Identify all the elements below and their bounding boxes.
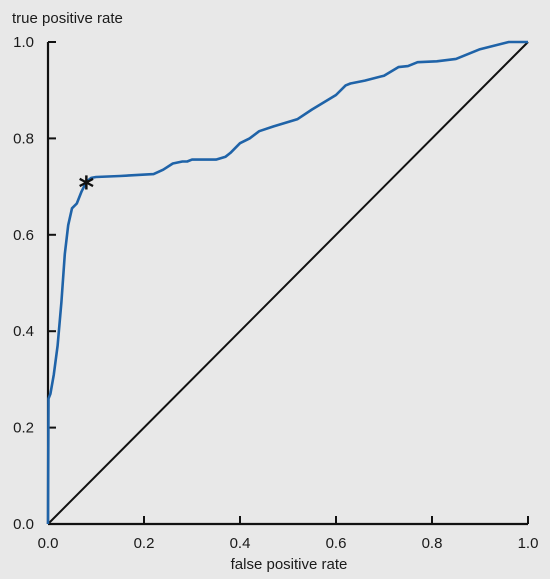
optimal-point-marker: *: [79, 171, 95, 206]
y-tick-label: 0.4: [13, 323, 34, 340]
x-tick-label: 0.0: [38, 535, 59, 552]
roc-curve-line: [46, 40, 528, 525]
y-tick-label: 0.8: [13, 130, 34, 147]
x-tick-label: 0.8: [422, 535, 443, 552]
y-axis-title: true positive rate: [12, 10, 123, 27]
x-axis-title: false positive rate: [231, 556, 348, 573]
diagonal-reference-line: [47, 41, 529, 525]
x-tick-label: 1.0: [518, 535, 539, 552]
x-tick-label: 0.2: [134, 535, 155, 552]
x-tick-label: 0.6: [326, 535, 347, 552]
y-tick-label: 0.2: [13, 420, 34, 437]
x-tick-label: 0.4: [230, 535, 251, 552]
y-tick-label: 0.0: [13, 516, 34, 533]
y-tick-label: 1.0: [13, 34, 34, 51]
y-tick-label: 0.6: [13, 227, 34, 244]
